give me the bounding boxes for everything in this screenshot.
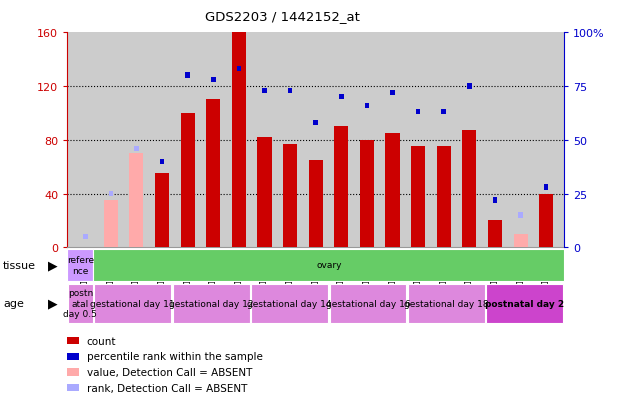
Text: refere
nce: refere nce (67, 256, 94, 275)
Bar (339, 95, 344, 100)
Text: postn
atal
day 0.5: postn atal day 0.5 (63, 289, 97, 318)
Text: percentile rank within the sample: percentile rank within the sample (87, 351, 262, 361)
Bar (155, 174, 169, 248)
Bar (365, 103, 369, 109)
Bar (258, 138, 272, 248)
Text: gestational day 11: gestational day 11 (90, 299, 175, 308)
Bar (181, 114, 195, 248)
Bar (437, 147, 451, 248)
Bar (462, 131, 476, 248)
Text: value, Detection Call = ABSENT: value, Detection Call = ABSENT (87, 367, 252, 377)
Text: ▶: ▶ (48, 259, 58, 272)
Bar (493, 198, 497, 203)
Bar (129, 154, 144, 248)
Bar (185, 74, 190, 79)
Bar (416, 110, 420, 115)
Bar (211, 78, 215, 83)
Text: gestational day 12: gestational day 12 (169, 299, 253, 308)
Text: age: age (3, 299, 24, 309)
Bar (488, 221, 502, 248)
Text: gestational day 16: gestational day 16 (326, 299, 410, 308)
Bar (513, 235, 528, 248)
Bar (467, 84, 472, 89)
Text: ▶: ▶ (48, 297, 58, 310)
Bar (134, 146, 138, 152)
Bar (160, 159, 164, 165)
Bar (67, 250, 94, 281)
Bar (442, 110, 446, 115)
Text: gestational day 18: gestational day 18 (404, 299, 488, 308)
Text: ovary: ovary (316, 261, 342, 270)
Bar (360, 140, 374, 248)
Bar (334, 127, 348, 248)
Bar (539, 194, 553, 248)
Text: rank, Detection Call = ABSENT: rank, Detection Call = ABSENT (87, 383, 247, 393)
Bar (408, 284, 485, 323)
Bar (262, 88, 267, 94)
Text: GDS2203 / 1442152_at: GDS2203 / 1442152_at (204, 10, 360, 23)
Bar (385, 134, 399, 248)
Text: tissue: tissue (3, 260, 36, 271)
Bar (232, 33, 246, 248)
Bar (288, 88, 292, 94)
Bar (313, 121, 318, 126)
Bar (544, 185, 549, 190)
Text: count: count (87, 336, 116, 346)
Bar (206, 100, 221, 248)
Bar (237, 67, 241, 72)
Bar (309, 161, 322, 248)
Bar (390, 90, 395, 96)
Bar (94, 284, 171, 323)
Bar (68, 284, 93, 323)
Text: gestational day 14: gestational day 14 (247, 299, 332, 308)
Bar (518, 213, 523, 218)
Bar (487, 284, 563, 323)
Bar (411, 147, 425, 248)
Text: postnatal day 2: postnatal day 2 (485, 299, 565, 308)
Bar (83, 234, 88, 240)
Bar (104, 201, 118, 248)
Bar (172, 284, 249, 323)
Bar (251, 284, 328, 323)
Bar (329, 284, 406, 323)
Bar (283, 145, 297, 248)
Bar (108, 191, 113, 197)
